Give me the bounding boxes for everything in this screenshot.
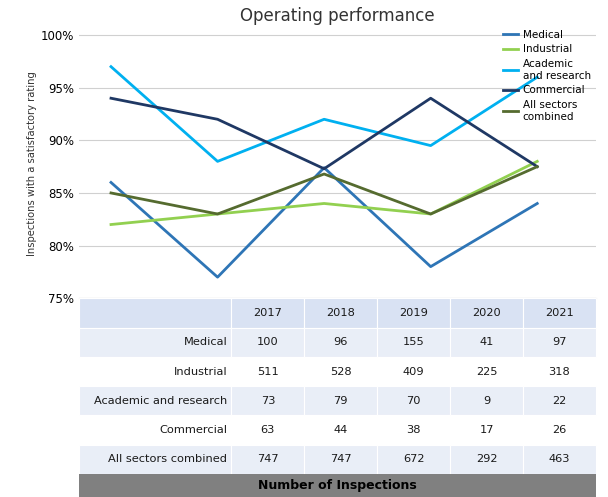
Bar — [450, 445, 523, 474]
Title: Operating performance: Operating performance — [240, 7, 435, 25]
Text: 2017: 2017 — [254, 308, 282, 318]
Bar — [79, 415, 232, 445]
Text: Medical: Medical — [184, 337, 227, 347]
Text: 672: 672 — [403, 454, 424, 465]
Legend: Medical, Industrial, Academic
and research, Commercial, All sectors
combined: Medical, Industrial, Academic and resear… — [499, 25, 595, 126]
Text: All sectors combined: All sectors combined — [108, 454, 227, 465]
Bar — [377, 298, 450, 328]
Text: 463: 463 — [548, 454, 570, 465]
Text: Number of Inspections: Number of Inspections — [258, 479, 417, 492]
Text: 100: 100 — [257, 337, 279, 347]
Bar — [377, 445, 450, 474]
Bar — [523, 328, 596, 357]
Text: 318: 318 — [548, 366, 570, 377]
Bar — [79, 328, 232, 357]
Bar — [232, 357, 305, 386]
Text: 2019: 2019 — [399, 308, 428, 318]
Bar — [305, 415, 377, 445]
Text: 38: 38 — [406, 425, 421, 435]
Bar — [450, 357, 523, 386]
Bar — [79, 357, 232, 386]
Bar — [377, 357, 450, 386]
Bar — [450, 415, 523, 445]
Text: 155: 155 — [402, 337, 424, 347]
Bar — [523, 415, 596, 445]
Bar — [305, 357, 377, 386]
Text: 73: 73 — [261, 396, 275, 406]
Bar — [450, 298, 523, 328]
Bar — [377, 415, 450, 445]
Text: 96: 96 — [334, 337, 348, 347]
Text: 528: 528 — [330, 366, 351, 377]
Text: 41: 41 — [479, 337, 494, 347]
Text: 22: 22 — [552, 396, 567, 406]
Bar — [377, 386, 450, 415]
Text: 2021: 2021 — [545, 308, 574, 318]
Text: 97: 97 — [552, 337, 567, 347]
Text: 63: 63 — [261, 425, 275, 435]
Text: 2020: 2020 — [472, 308, 501, 318]
Bar — [305, 445, 377, 474]
Text: 747: 747 — [330, 454, 351, 465]
Text: 747: 747 — [257, 454, 278, 465]
Bar — [523, 386, 596, 415]
Bar — [305, 386, 377, 415]
Text: 292: 292 — [476, 454, 497, 465]
Text: Academic and research: Academic and research — [94, 396, 227, 406]
Y-axis label: Inspections with a satisfactory rating: Inspections with a satisfactory rating — [27, 72, 36, 256]
Bar — [523, 357, 596, 386]
Text: Industrial: Industrial — [174, 366, 227, 377]
Text: 2018: 2018 — [326, 308, 355, 318]
Bar — [305, 328, 377, 357]
Text: 511: 511 — [257, 366, 279, 377]
Bar — [79, 474, 596, 497]
Bar — [305, 298, 377, 328]
Text: 26: 26 — [552, 425, 567, 435]
Text: 70: 70 — [406, 396, 421, 406]
Text: 17: 17 — [479, 425, 494, 435]
Bar — [232, 415, 305, 445]
Bar — [450, 386, 523, 415]
Text: 9: 9 — [483, 396, 490, 406]
Bar — [79, 298, 232, 328]
Bar — [232, 298, 305, 328]
Bar — [79, 445, 232, 474]
Bar — [232, 445, 305, 474]
Bar — [79, 386, 232, 415]
Bar — [523, 445, 596, 474]
Text: 44: 44 — [334, 425, 348, 435]
Bar — [523, 298, 596, 328]
Text: 409: 409 — [403, 366, 424, 377]
Text: Commercial: Commercial — [159, 425, 227, 435]
Bar — [232, 386, 305, 415]
Text: 225: 225 — [476, 366, 497, 377]
Text: 79: 79 — [334, 396, 348, 406]
Bar — [377, 328, 450, 357]
Bar — [232, 328, 305, 357]
Bar — [450, 328, 523, 357]
